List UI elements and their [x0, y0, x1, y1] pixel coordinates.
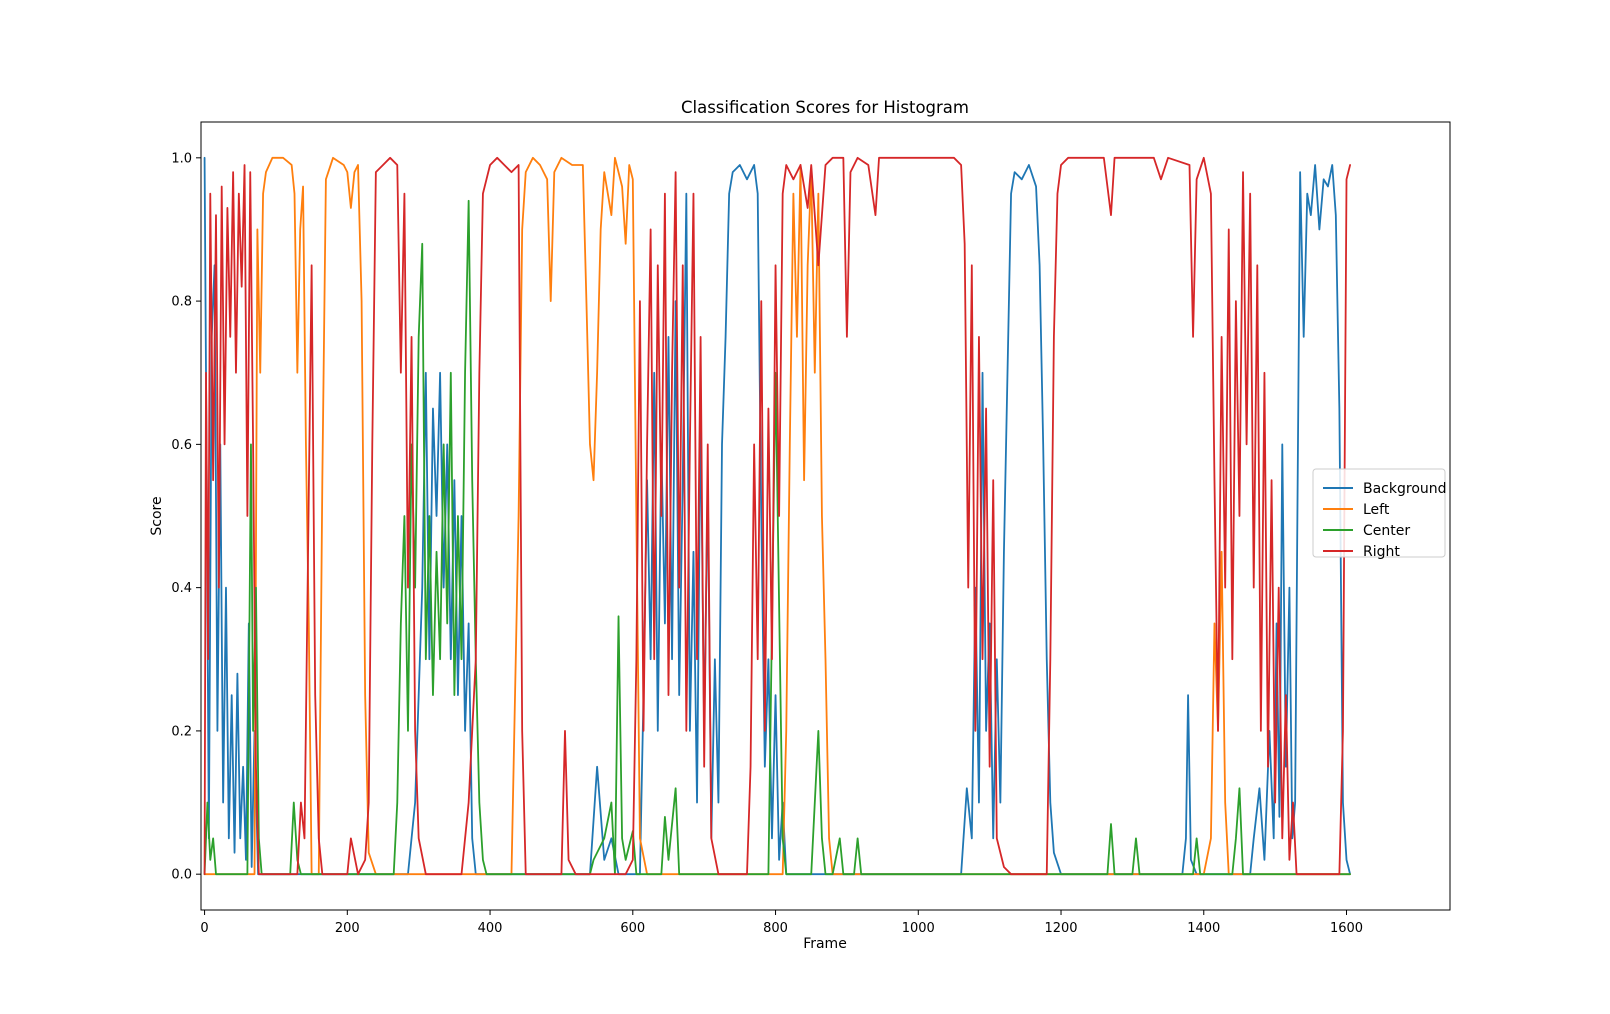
- legend-label-right: Right: [1363, 544, 1400, 560]
- y-axis: 0.0 0.2 0.4 0.6 0.8 1.0: [171, 151, 201, 883]
- legend-label-left: Left: [1363, 502, 1390, 518]
- x-tick-label: 200: [335, 921, 360, 936]
- y-tick-label: 1.0: [171, 151, 192, 166]
- y-tick-label: 0.6: [171, 438, 192, 453]
- x-tick-label: 1400: [1187, 921, 1220, 936]
- legend-frame: [1312, 468, 1446, 558]
- x-tick-label: 0: [200, 921, 208, 936]
- y-tick-label: 0.2: [171, 724, 192, 739]
- y-tick-label: 0.8: [171, 295, 192, 310]
- y-tick-label: 0.0: [171, 868, 192, 883]
- x-axis-title: Frame: [803, 936, 847, 952]
- x-tick-label: 800: [763, 921, 788, 936]
- x-tick-label: 1200: [1044, 921, 1077, 936]
- legend: Background Left Center Right: [1312, 468, 1447, 560]
- x-tick-label: 600: [620, 921, 645, 936]
- legend-label-background: Background: [1363, 481, 1447, 497]
- x-tick-label: 400: [478, 921, 503, 936]
- y-axis-title: Score: [149, 496, 165, 535]
- chart-title: Classification Scores for Histogram: [681, 98, 969, 117]
- series-line-right: [203, 156, 1351, 876]
- x-tick-label: 1600: [1330, 921, 1363, 936]
- legend-label-center: Center: [1363, 523, 1410, 539]
- series-layer: [203, 156, 1351, 876]
- y-tick-label: 0.4: [171, 581, 192, 596]
- x-axis: 0 200 400 600 800 1000 1200 1400 1600: [200, 910, 1363, 936]
- x-tick-label: 1000: [902, 921, 935, 936]
- series-line-left: [203, 156, 1351, 876]
- plot-frame: [200, 121, 1451, 911]
